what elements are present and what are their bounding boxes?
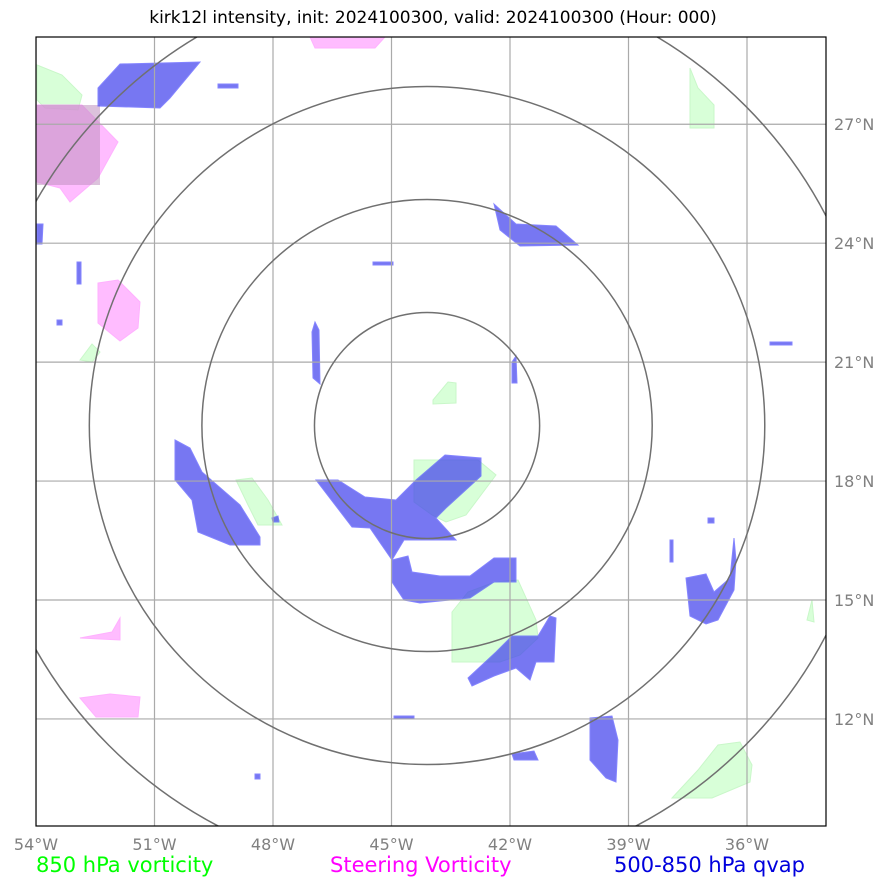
legend-steering-vorticity: Steering Vorticity (330, 853, 512, 877)
plot-frame (35, 36, 827, 827)
lon-tick-label: 39°W (606, 835, 650, 854)
qvap-area (56, 319, 63, 326)
longitude-tick-labels: 54°W 51°W 48°W 45°W 42°W 39°W 36°W (14, 835, 769, 854)
overlap-area (37, 105, 100, 185)
qvap-area (76, 261, 82, 285)
lon-tick-label: 42°W (488, 835, 532, 854)
qvap-area (669, 539, 674, 563)
steering-vorticity-area (79, 616, 121, 641)
lat-tick-label: 12°N (834, 710, 874, 729)
qvap-area (685, 537, 737, 625)
qvap-area (36, 223, 44, 245)
figure-title: kirk12l intensity, init: 2024100300, val… (149, 8, 717, 28)
vorticity-850-area (689, 67, 715, 129)
lat-tick-label: 21°N (834, 353, 874, 372)
range-ring (88, 85, 766, 766)
qvap-area (174, 439, 261, 546)
lat-tick-label: 18°N (834, 472, 874, 491)
qvap-area (589, 715, 619, 783)
plot-background (36, 37, 826, 826)
legend-850-vorticity: 850 hPa vorticity (36, 853, 214, 877)
qvap-area (493, 202, 580, 247)
qvap-area (769, 341, 793, 346)
qvap-area (467, 615, 557, 687)
qvap-area (511, 354, 518, 384)
lon-tick-label: 48°W (251, 835, 295, 854)
lon-tick-label: 51°W (132, 835, 176, 854)
lon-tick-label: 36°W (725, 835, 769, 854)
vorticity-850-area (235, 477, 283, 526)
lat-tick-label: 24°N (834, 234, 874, 253)
latitude-tick-labels: 27°N 24°N 21°N 18°N 15°N 12°N (834, 115, 874, 729)
steering-vorticity-area (79, 693, 141, 718)
qvap-area (254, 773, 261, 780)
qvap-area (707, 517, 715, 524)
qvap-area (372, 261, 394, 266)
range-ring (313, 311, 541, 540)
lat-tick-label: 27°N (834, 115, 874, 134)
steering-vorticity-area (97, 279, 141, 342)
lat-tick-label: 15°N (834, 591, 874, 610)
legend-qvap: 500-850 hPa qvap (614, 853, 805, 877)
range-ring (201, 198, 653, 653)
lon-tick-label: 45°W (369, 835, 413, 854)
steering-vorticity-area (309, 37, 386, 49)
qvap-area (97, 61, 202, 109)
lon-tick-label: 54°W (14, 835, 58, 854)
vorticity-850-area (806, 599, 815, 623)
vorticity-850-area (79, 343, 101, 363)
range-rings (36, 37, 826, 826)
qvap-area (311, 320, 321, 386)
qvap-area (217, 83, 239, 89)
gridlines (36, 37, 826, 826)
qvap-area (511, 750, 539, 761)
vorticity-850-area (670, 741, 753, 799)
vorticity-850-area (432, 381, 457, 405)
